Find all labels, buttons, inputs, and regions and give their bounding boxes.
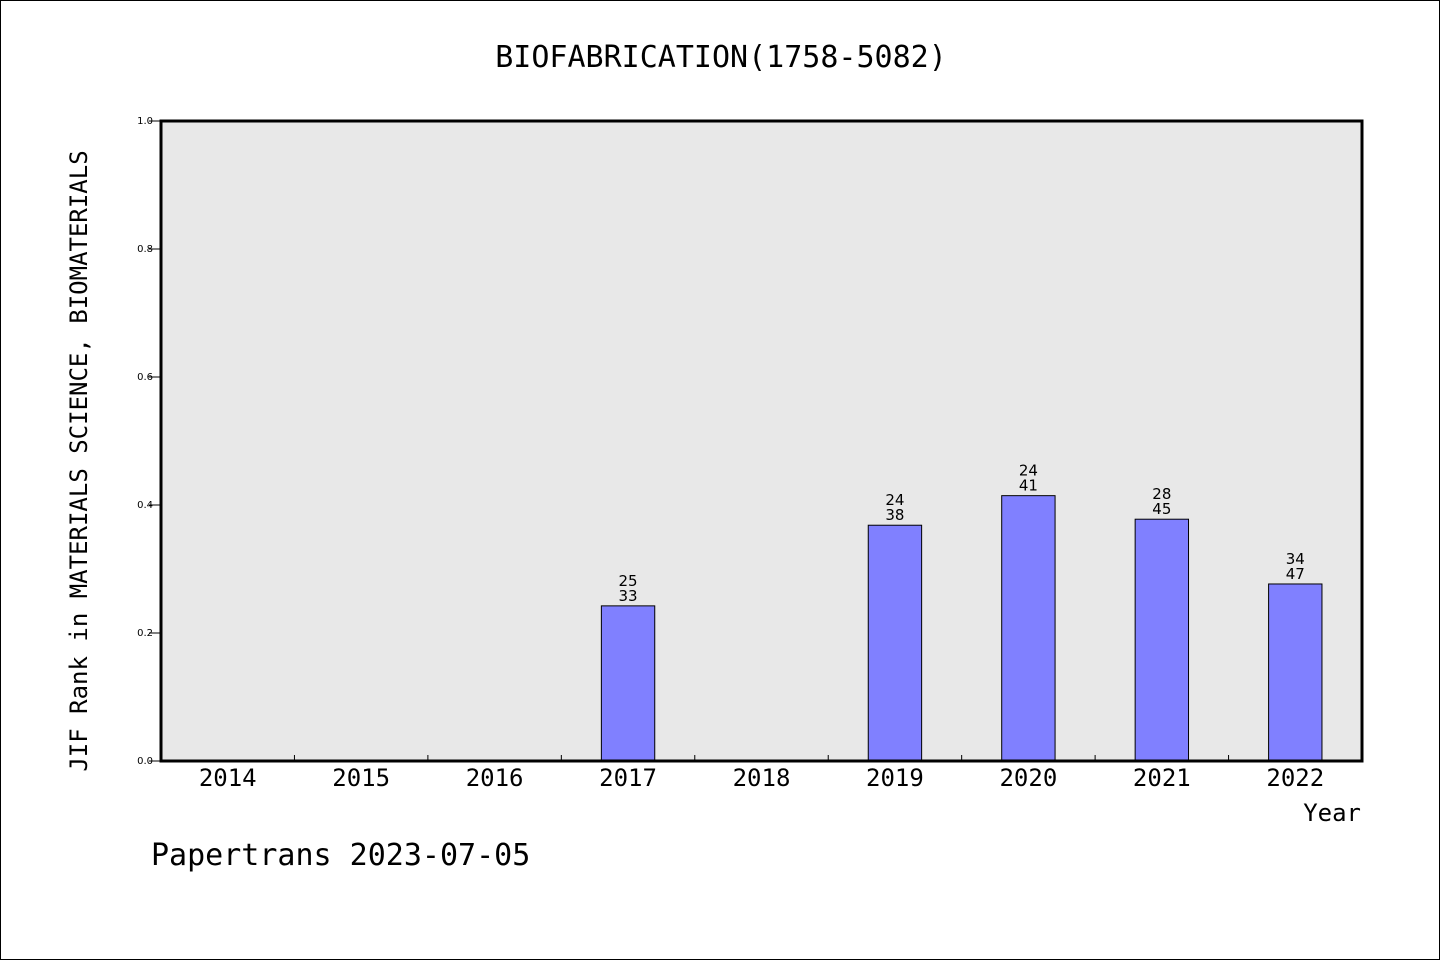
bar-2020 [1001, 495, 1056, 762]
plot-border [159, 119, 1364, 763]
total-label: 41 [1019, 477, 1038, 495]
x-tick-label: 2018 [733, 764, 791, 792]
bars-group [600, 495, 1323, 762]
y-tick-label: 1.0 [137, 116, 153, 127]
y-tick-label: 0.0 [137, 756, 153, 767]
x-tick-label: 2020 [999, 764, 1057, 792]
x-tick-label: 2017 [599, 764, 657, 792]
footer-text: Papertrans 2023-07-05 [151, 838, 530, 873]
x-axis-label: Year [1303, 799, 1361, 827]
x-tick-label: 2019 [866, 764, 924, 792]
y-axis-label: JIF Rank in MATERIALS SCIENCE, BIOMATERI… [65, 150, 93, 771]
total-label: 47 [1286, 565, 1305, 583]
y-tick-label: 0.4 [137, 500, 153, 511]
y-tick-label: 0.2 [137, 628, 153, 639]
rank-label: 34 [1286, 550, 1305, 568]
rank-label: 25 [619, 572, 638, 590]
y-tick-label: 0.8 [137, 244, 153, 255]
x-ticks-group: 2014 2015 2016 2017 2018 2019 2020 2021 2022 [199, 755, 1324, 792]
bar-2021 [1134, 518, 1190, 762]
y-tick-label: 0.6 [137, 372, 153, 383]
x-tick-label: 2016 [466, 764, 524, 792]
bar-2019 [867, 524, 923, 762]
x-tick-label: 2022 [1266, 764, 1324, 792]
bar-2022 [1268, 583, 1323, 762]
total-label: 33 [619, 587, 638, 605]
x-tick-label: 2014 [199, 764, 257, 792]
rank-label: 24 [1019, 462, 1038, 480]
y-ticks-group: 0.0 0.2 0.4 0.6 0.8 1.0 [137, 116, 161, 767]
x-tick-label: 2015 [332, 764, 390, 792]
chart-title: BIOFABRICATION(1758-5082) [495, 40, 947, 75]
bar-2017 [600, 605, 656, 762]
x-tick-label: 2021 [1133, 764, 1191, 792]
rank-label: 24 [885, 491, 904, 509]
total-label: 38 [885, 506, 904, 524]
rank-label: 28 [1152, 485, 1171, 503]
total-label: 45 [1152, 500, 1171, 518]
